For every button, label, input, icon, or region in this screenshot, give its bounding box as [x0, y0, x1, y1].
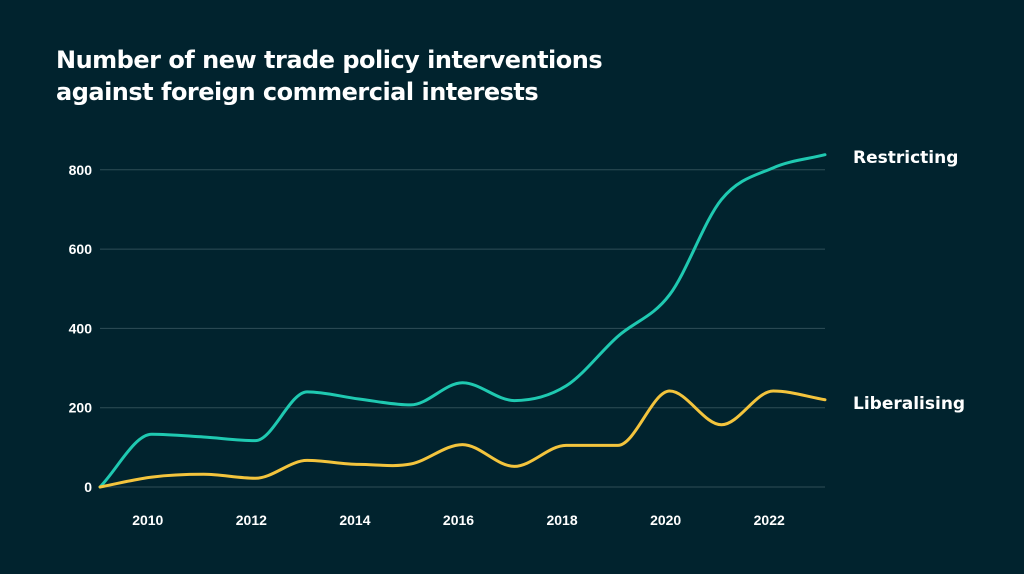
series-line-restricting	[98, 153, 827, 489]
gridlines	[100, 169, 825, 488]
x-tick-label: 2012	[236, 512, 267, 528]
x-tick-label: 2022	[754, 512, 785, 528]
series-line-liberalising	[98, 389, 827, 489]
x-tick-label: 2014	[339, 512, 370, 528]
x-tick-label: 2018	[546, 512, 577, 528]
y-tick-label: 0	[84, 479, 92, 495]
series-label-liberalising: Liberalising	[853, 394, 965, 414]
series-labels: Restricting Liberalising	[853, 148, 965, 414]
chart-title-line-1: Number of new trade policy interventions	[56, 46, 603, 74]
y-tick-label: 200	[69, 400, 93, 416]
y-tick-label: 800	[69, 162, 93, 178]
x-tick-label: 2020	[650, 512, 681, 528]
x-tick-label: 2010	[132, 512, 163, 528]
chart-title-line-2: against foreign commercial interests	[56, 78, 539, 106]
series-label-restricting: Restricting	[853, 148, 958, 168]
chart-title: Number of new trade policy interventions…	[56, 44, 603, 108]
x-axis-ticks: 2010 2012 2014 2016 2018 2020 2022	[132, 512, 785, 528]
series-lines	[98, 153, 827, 489]
y-tick-label: 400	[69, 320, 93, 336]
y-tick-label: 600	[69, 241, 93, 257]
y-axis-ticks: 0 200 400 600 800	[69, 162, 93, 495]
x-tick-label: 2016	[443, 512, 474, 528]
